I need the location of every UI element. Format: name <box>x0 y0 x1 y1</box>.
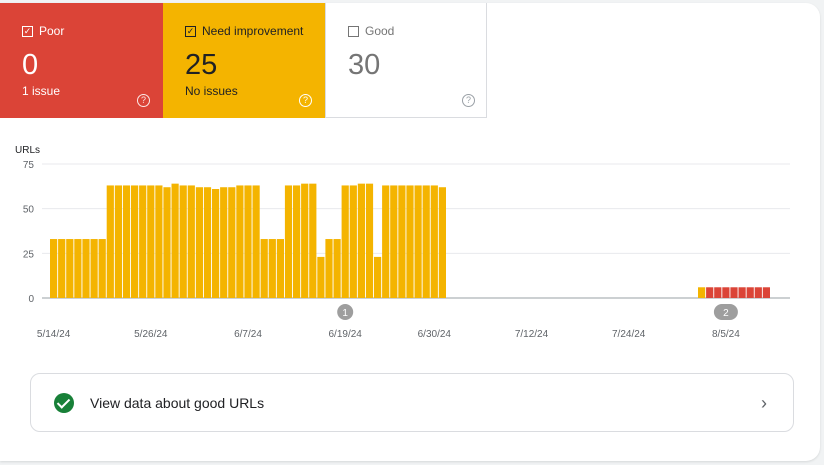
y-tick-label: 75 <box>23 160 35 171</box>
need-improvement-issues: No issues <box>185 84 238 98</box>
urls-bar-chart: URLs 0 25 50 75 5/14/24 5/26/24 6/7/24 6/19/24 6/… <box>15 145 790 340</box>
good-checkbox-icon[interactable] <box>348 25 359 37</box>
bar <box>276 239 284 298</box>
x-tick-label: 6/19/24 <box>329 329 363 340</box>
annotation-marker <box>337 304 354 320</box>
bar <box>244 185 252 298</box>
bar <box>98 239 106 298</box>
poor-label: Poor <box>39 24 65 38</box>
bar <box>187 185 195 298</box>
core-web-vitals-card: ✓ Poor 0 1 issue ? ✓ Need improvement 25 N… <box>0 3 820 461</box>
poor-issues: 1 issue <box>22 84 61 98</box>
good-label: Good <box>365 24 395 38</box>
bar <box>252 185 260 298</box>
x-tick-label: 8/5/24 <box>712 329 740 340</box>
view-good-urls-link[interactable]: View data about good URLs › <box>30 373 794 432</box>
y-tick-label: 25 <box>23 249 35 260</box>
bar <box>171 183 179 298</box>
bar <box>50 239 58 298</box>
bar <box>212 189 220 298</box>
bar <box>293 185 301 298</box>
help-icon[interactable]: ? <box>462 94 475 107</box>
y-tick-label: 0 <box>28 294 34 305</box>
bar <box>179 185 187 298</box>
bar <box>90 239 98 298</box>
bar <box>317 256 325 298</box>
need-improvement-tile[interactable]: ✓ Need improvement 25 No issues ? <box>163 3 325 118</box>
x-tick-label: 5/14/24 <box>37 329 71 340</box>
bar <box>122 185 131 298</box>
good-tile[interactable]: Good 30 ? <box>325 3 487 118</box>
bar <box>706 287 714 298</box>
bar <box>309 183 317 298</box>
bar <box>333 239 341 298</box>
bar <box>754 287 762 298</box>
bar <box>357 183 365 298</box>
good-count: 30 <box>348 49 381 81</box>
bar <box>398 185 406 298</box>
bar <box>698 287 706 298</box>
bar <box>406 185 414 298</box>
bar <box>147 185 155 298</box>
poor-checkbox-icon[interactable]: ✓ <box>22 25 33 37</box>
bar <box>203 187 212 298</box>
bar <box>730 287 738 298</box>
bar <box>301 183 309 298</box>
y-tick-label: 50 <box>23 205 35 216</box>
annotation-marker <box>713 304 738 320</box>
y-axis-label: URLs <box>15 145 40 156</box>
bar <box>163 187 171 298</box>
need-improvement-checkbox-icon[interactable]: ✓ <box>185 25 196 37</box>
bar <box>349 185 357 298</box>
x-tick-label: 6/7/24 <box>234 329 262 340</box>
poor-tile[interactable]: ✓ Poor 0 1 issue ? <box>0 3 163 118</box>
check-circle-icon <box>54 392 74 413</box>
bar <box>438 187 446 298</box>
x-tick-label: 5/26/24 <box>134 329 168 340</box>
view-good-urls-label: View data about good URLs <box>90 394 265 411</box>
bar <box>738 287 746 298</box>
x-tick-label: 7/24/24 <box>612 329 646 340</box>
need-improvement-count: 25 <box>185 49 218 81</box>
x-tick-label: 7/12/24 <box>515 329 549 340</box>
x-tick-label: 6/30/24 <box>418 329 452 340</box>
bar <box>414 185 422 298</box>
bar <box>220 187 228 298</box>
bar <box>722 287 730 298</box>
chevron-right-icon: › <box>761 393 767 413</box>
bar <box>714 287 722 298</box>
bar <box>268 239 276 298</box>
bar <box>430 185 438 298</box>
help-icon[interactable]: ? <box>137 94 150 107</box>
bar <box>390 185 398 298</box>
bar <box>131 185 139 298</box>
bar <box>82 239 90 298</box>
bar <box>762 287 770 298</box>
bar <box>228 187 236 298</box>
bar <box>260 239 268 298</box>
bar <box>422 185 430 298</box>
bar <box>284 185 293 298</box>
bar <box>155 185 163 298</box>
bar <box>106 185 114 298</box>
bar <box>139 185 147 298</box>
poor-count: 0 <box>22 49 39 81</box>
bar <box>746 287 754 298</box>
annotation-label: 1 <box>342 308 348 319</box>
bar <box>325 239 333 298</box>
need-improvement-label: Need improvement <box>202 24 304 38</box>
bar <box>341 185 349 298</box>
annotation-label: 2 <box>723 308 729 319</box>
bar <box>74 239 82 298</box>
bar <box>374 256 382 298</box>
bar <box>58 239 66 298</box>
bar <box>236 185 244 298</box>
bar <box>114 185 122 298</box>
help-icon[interactable]: ? <box>299 94 312 107</box>
bar <box>195 187 203 298</box>
bar <box>365 183 374 298</box>
bar <box>382 185 390 298</box>
bar <box>66 239 74 298</box>
